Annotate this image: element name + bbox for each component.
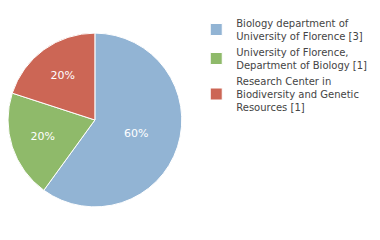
svg-text:20%: 20% (31, 130, 55, 143)
svg-text:60%: 60% (124, 127, 148, 140)
svg-text:Biology department ofUniversit: Biology department ofUniversity of Flore… (236, 18, 363, 42)
svg-text:20%: 20% (50, 69, 74, 82)
svg-text:University of Florence,Departm: University of Florence,Department of Bio… (236, 47, 367, 71)
svg-text:Research Center inBiodiversity: Research Center inBiodiversity and Genet… (236, 76, 359, 113)
